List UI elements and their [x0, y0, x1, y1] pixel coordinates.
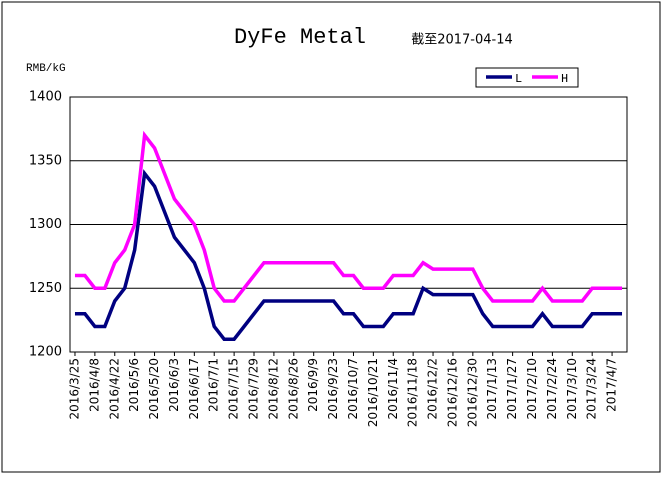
line-series [74, 130, 623, 303]
x-tick-label: 2016/9/9 [306, 358, 320, 412]
x-tick-label: 2017/4/7 [605, 358, 619, 412]
y-tick-label: 1300 [29, 217, 62, 232]
x-tick-label: 2016/9/23 [326, 358, 340, 420]
x-tick-label: 2016/7/29 [247, 358, 261, 420]
x-tick-label: 2016/3/25 [67, 358, 81, 420]
x-tick-label: 2016/5/6 [127, 358, 141, 412]
legend-label: L [515, 72, 522, 86]
y-axis-label: RMB/kG [26, 63, 66, 75]
x-tick-label: 2017/2/10 [525, 358, 539, 420]
x-tick-label: 2017/1/13 [485, 358, 499, 420]
legend-label: H [561, 72, 568, 86]
x-tick-label: 2016/11/18 [406, 358, 420, 427]
x-tick-label: 2016/6/17 [187, 358, 201, 420]
x-tick-label: 2016/5/20 [147, 358, 161, 420]
x-tick-label: 2016/7/1 [207, 358, 221, 412]
y-tick-label: 1350 [29, 153, 62, 168]
x-tick-label: 2016/11/4 [386, 358, 400, 420]
y-tick-label: 1400 [29, 90, 62, 105]
chart-subtitle: 截至2017-04-14 [411, 33, 513, 48]
x-tick-label: 2017/1/27 [505, 358, 519, 420]
x-tick-label: 2016/10/21 [366, 358, 380, 427]
line-series [74, 169, 623, 341]
x-tick-label: 2016/4/8 [87, 358, 101, 412]
x-tick-label: 2016/7/15 [227, 358, 241, 420]
x-tick-label: 2017/3/24 [585, 358, 599, 420]
x-tick-label: 2016/4/22 [107, 358, 121, 420]
x-tick-label: 2016/12/30 [465, 358, 479, 427]
x-tick-label: 2017/2/24 [545, 358, 559, 420]
x-tick-label: 2016/12/16 [445, 358, 459, 427]
y-tick-label: 1250 [29, 281, 62, 296]
x-tick-label: 2016/8/12 [266, 358, 280, 420]
chart-title: DyFe Metal [234, 25, 366, 50]
legend-box [475, 67, 579, 88]
x-tick-label: 2016/8/26 [286, 358, 300, 420]
x-tick-label: 2016/6/3 [167, 358, 181, 412]
y-tick-label: 1200 [29, 345, 62, 360]
x-tick-label: 2017/3/10 [565, 358, 579, 420]
x-tick-label: 2016/12/2 [426, 358, 440, 420]
x-tick-label: 2016/10/7 [346, 358, 360, 420]
